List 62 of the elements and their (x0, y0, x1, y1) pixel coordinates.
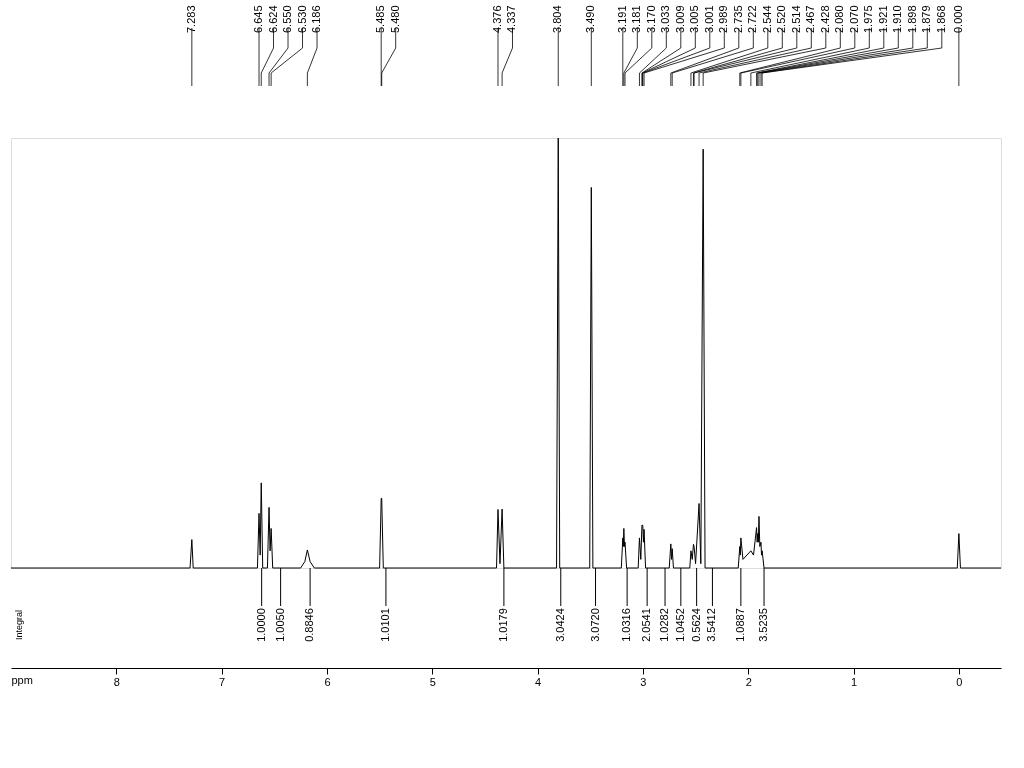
annotation: 3.191 (615, 5, 628, 33)
annotation: 2.0541 (640, 608, 653, 642)
annotation: 2.735 (731, 5, 744, 33)
annotation: 1.921 (876, 5, 889, 33)
annotation: 3.033 (659, 5, 672, 33)
annotation: 3.804 (551, 5, 564, 33)
annotation: 6.550 (281, 5, 294, 33)
annotation: 3.490 (584, 5, 597, 33)
annotation: 1.898 (905, 5, 918, 33)
annotation: 4.376 (491, 5, 503, 33)
annotation: 2.070 (847, 5, 860, 33)
x-tick-label: 2 (745, 675, 752, 688)
x-tick-label: 8 (113, 675, 120, 688)
annotation: 0.5624 (689, 608, 702, 642)
x-tick-label: 5 (429, 675, 436, 688)
annotation: 3.181 (630, 5, 643, 33)
x-tick-label: 0 (956, 675, 963, 688)
annotation: 5.480 (388, 5, 401, 33)
annotation: 7.283 (184, 5, 197, 33)
annotation: 1.868 (934, 5, 947, 33)
annotation: 1.0282 (658, 608, 671, 642)
annotation: 0.000 (951, 5, 964, 33)
annotation: 6.530 (295, 5, 308, 33)
annotation: 2.467 (804, 5, 817, 33)
annotation: 1.0316 (620, 608, 633, 642)
annotation: 6.624 (266, 5, 279, 33)
x-tick-label: 3 (640, 675, 647, 688)
annotation: 1.0179 (496, 608, 509, 642)
x-tick-label: 4 (535, 675, 542, 688)
annotation: 1.0000 (254, 608, 267, 642)
annotation: 0.8846 (303, 608, 316, 642)
x-tick-label: 6 (324, 675, 331, 688)
annotation: 6.186 (310, 5, 323, 33)
annotation: 3.005 (688, 5, 701, 33)
annotation: 3.001 (702, 5, 715, 33)
annotation: 1.879 (920, 5, 933, 33)
annotation: 1.0050 (273, 608, 286, 642)
annotation: 2.722 (746, 5, 759, 33)
annotation: 1.975 (862, 5, 875, 33)
annotation: 3.5412 (705, 608, 718, 642)
annotation: 2.520 (775, 5, 788, 33)
annotation: 2.428 (818, 5, 831, 33)
annotation: 3.5235 (757, 608, 770, 642)
annotation: 3.170 (644, 5, 657, 33)
x-axis-title: ppm (11, 673, 33, 686)
annotation: 2.514 (789, 5, 802, 33)
annotation: 4.337 (505, 5, 518, 33)
annotation: 2.080 (833, 5, 846, 33)
annotation: 3.009 (673, 5, 686, 33)
text: Integral (14, 609, 24, 641)
annotation: 3.0424 (553, 608, 566, 642)
annotation: 1.910 (891, 5, 904, 33)
annotation: 1.0101 (378, 608, 391, 642)
annotation: 2.989 (717, 5, 730, 33)
annotation: 6.645 (252, 5, 265, 33)
annotation: 1.0887 (733, 608, 746, 642)
annotation: 3.0720 (588, 608, 601, 642)
annotation: 5.485 (374, 5, 387, 33)
annotation: 2.544 (760, 5, 773, 33)
x-tick-label: 7 (219, 675, 226, 688)
x-tick-label: 1 (850, 675, 858, 688)
annotation: 1.0452 (673, 608, 686, 642)
